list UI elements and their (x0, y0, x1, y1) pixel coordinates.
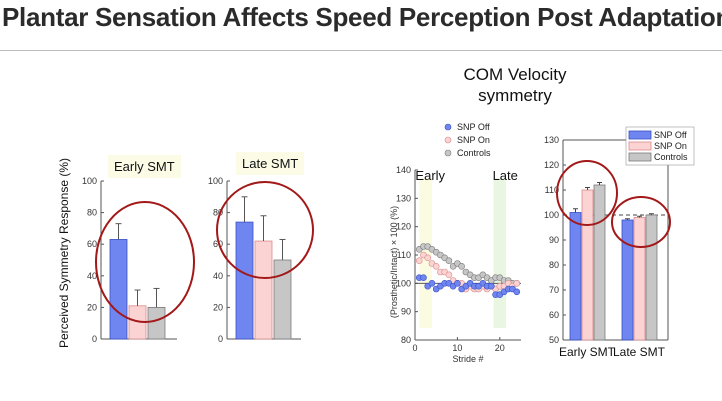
late-smt-y-tick-label: 100 (208, 176, 223, 186)
highlight-circle-late (216, 181, 314, 279)
grouped-legend-label: Controls (654, 152, 688, 162)
grouped-legend-swatch-controls (628, 152, 652, 162)
com-y-tick-label: 120 (396, 222, 411, 232)
grouped-y-tick-label: 130 (544, 135, 559, 145)
perception-y-axis-label: Perceived Symmetry Response (%) (57, 158, 71, 348)
grouped-y-tick-label: 50 (549, 335, 559, 345)
com-point-snp-off (428, 280, 436, 287)
com-x-tick-label: 0 (412, 343, 417, 353)
com-point-snp-off (420, 274, 427, 281)
grouped-bar-late-smt-snp-on (633, 217, 646, 341)
com-legend-marker-snp-on (444, 136, 452, 144)
com-y-tick-label: 80 (401, 335, 411, 345)
grouped-legend-label: SNP On (654, 141, 687, 151)
late-smt-bar-snp-off (235, 221, 254, 340)
early-smt-y-tick-label: 40 (87, 271, 97, 281)
com-point-snp-off (454, 280, 461, 287)
com-y-tick-label: 110 (397, 250, 411, 260)
com-velocity-title: COM Velocity symmetry (463, 65, 567, 105)
com-point-snp-on (415, 257, 423, 264)
annotation-early: Early (415, 168, 445, 183)
early-smt-bar-controls (147, 306, 166, 340)
com-point-snp-on (513, 280, 521, 287)
grouped-category-label: Early SMT (559, 345, 616, 359)
early-smt-y-tick-label: 20 (87, 302, 97, 312)
slide-title: Plantar Sensation Affects Speed Percepti… (2, 2, 722, 32)
late-smt-y-tick-label: 0 (218, 334, 223, 344)
com-x-tick-label: 20 (495, 343, 505, 353)
grouped-y-tick-label: 80 (549, 260, 559, 270)
grouped-legend-swatch-snp-on (628, 141, 652, 151)
grouped-y-tick-label: 100 (544, 210, 559, 220)
grouped-y-tick-label: 70 (549, 285, 559, 295)
late-smt-bar-snp-on (254, 240, 273, 340)
grouped-y-tick-label: 90 (549, 235, 559, 245)
com-point-snp-on (424, 254, 432, 262)
com-legend-marker-snp-off (444, 123, 452, 131)
early-smt-y-tick-label: 80 (87, 208, 97, 218)
annotation-late: Late (493, 168, 518, 183)
com-x-axis-label: Stride # (452, 354, 483, 364)
com-legend-label: SNP Off (457, 122, 490, 132)
grouped-bar-early-smt-snp-on (581, 189, 594, 341)
late-smt-y-tick-label: 40 (213, 271, 223, 281)
grouped-y-tick-label: 120 (544, 160, 559, 170)
com-y-axis-label: (Prosthetic/Intact) × 100 (%) (389, 206, 399, 318)
late-window-band (493, 178, 507, 328)
com-legend-label: Controls (457, 148, 491, 158)
com-point-controls (458, 263, 465, 270)
grouped-legend-label: SNP Off (654, 130, 687, 140)
grouped-bar-late-smt-snp-off (621, 219, 634, 341)
title-divider (0, 50, 722, 51)
grouped-bar-late-smt-controls (645, 214, 658, 341)
com-legend-label: SNP On (457, 135, 490, 145)
highlight-circle-early (95, 201, 195, 323)
early-smt-bar-snp-off (109, 239, 128, 340)
early-smt-y-tick-label: 60 (87, 239, 97, 249)
com-legend-marker-controls (444, 149, 452, 157)
panel-label-early-smt: Early SMT (108, 155, 181, 178)
grouped-legend-swatch-snp-off (628, 130, 652, 140)
com-point-snp-on (445, 271, 453, 279)
com-point-controls (445, 257, 453, 264)
com-y-tick-label: 90 (401, 307, 411, 317)
grouped-category-label: Late SMT (613, 345, 666, 359)
grouped-bar-early-smt-snp-off (569, 212, 582, 341)
late-smt-y-tick-label: 60 (213, 239, 223, 249)
panel-label-late-smt: Late SMT (236, 152, 305, 175)
com-point-snp-off (513, 288, 521, 296)
com-y-tick-label: 140 (396, 165, 411, 175)
grouped-y-tick-label: 60 (549, 310, 559, 320)
highlight-circle-grouped-early (556, 160, 618, 226)
highlight-circle-grouped-late (611, 196, 671, 248)
grouped-bar-early-smt-controls (593, 184, 606, 341)
com-y-tick-label: 100 (396, 278, 411, 288)
com-x-tick-label: 10 (452, 343, 462, 353)
late-smt-y-tick-label: 20 (213, 302, 223, 312)
com-point-snp-on (432, 263, 440, 270)
com-point-snp-off (488, 282, 495, 290)
early-smt-y-tick-label: 100 (82, 176, 97, 186)
late-smt-y-tick-label: 80 (213, 208, 223, 218)
com-y-tick-label: 130 (396, 193, 411, 203)
early-smt-y-tick-label: 0 (92, 334, 97, 344)
grouped-y-tick-label: 110 (545, 185, 559, 195)
